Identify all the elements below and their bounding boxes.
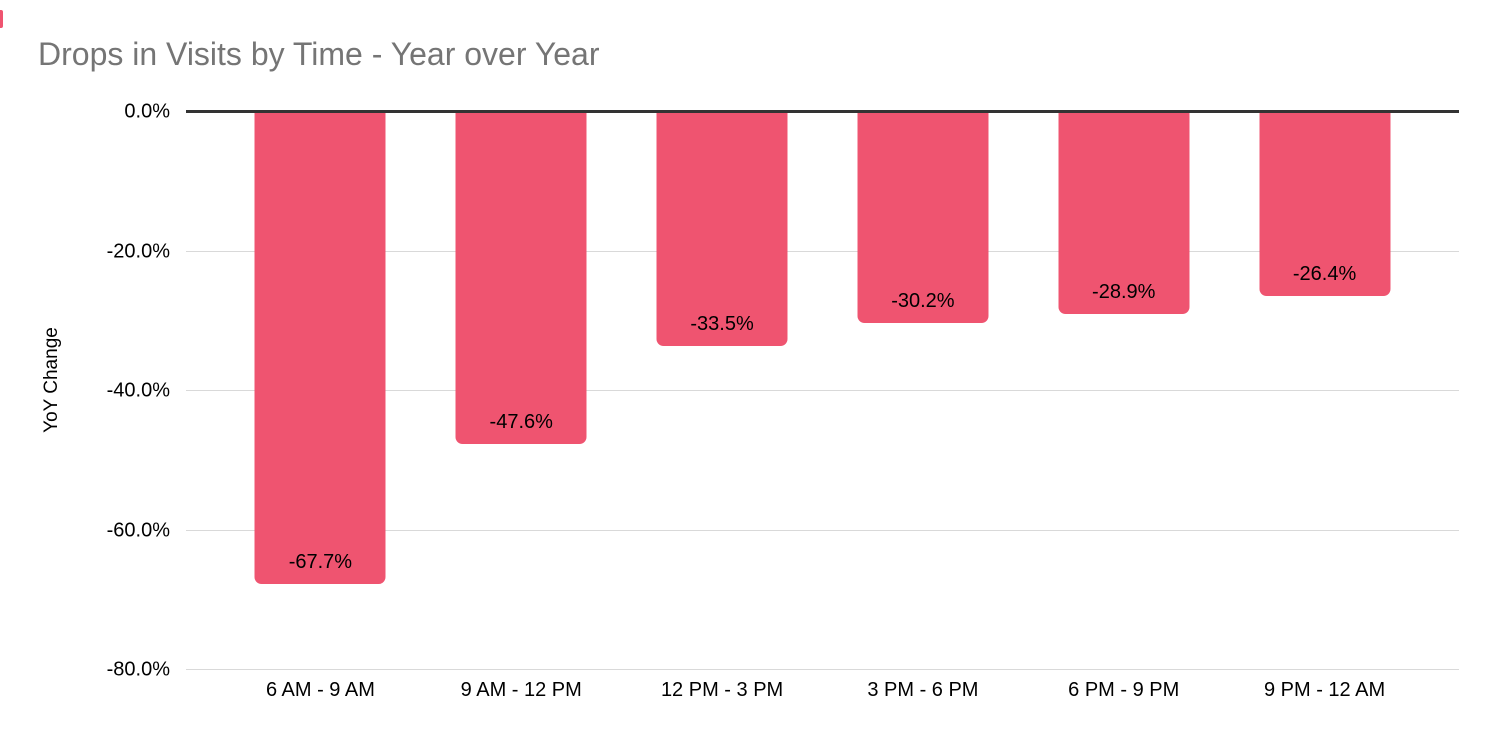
gridline [186,669,1459,670]
x-category-label: 9 AM - 12 PM [460,679,582,701]
bar: -67.7% [254,112,386,585]
bar-value-label: -33.5% [690,312,754,335]
bar-band: -28.9% [1023,112,1224,670]
x-axis-labels: 6 AM - 9 AM 9 AM - 12 PM 12 PM - 3 PM 3 PM … [220,678,1425,702]
y-tick-label: -20.0% [106,240,170,262]
y-tick-label: -80.0% [106,658,170,681]
cropped-element-fragment [0,10,3,28]
bar: -30.2% [857,112,989,323]
bar-value-label: -28.9% [1092,280,1156,303]
gridline [186,529,1459,531]
bar: -33.5% [656,112,788,346]
bar-band: -67.7% [220,112,421,670]
x-category-label: 12 PM - 3 PM [660,679,784,701]
x-category-label: 6 AM - 9 AM [265,679,375,701]
bar-band: -33.5% [622,112,823,670]
bar-band: -26.4% [1224,112,1425,670]
bar-series: -67.7% -47.6% -33.5% -30.2% -28.9% -26.4% [220,112,1425,670]
gridline [186,250,1459,252]
y-tick-label: -40.0% [106,379,170,402]
y-tick-label: -60.0% [106,519,170,541]
bar-value-label: -26.4% [1292,263,1357,286]
plot-area: 0.0% -20.0% -40.0% -60.0% -80.0% -67.7% -47.6… [107,101,1459,681]
bar: -47.6% [455,112,587,444]
chart-title: Drops in Visits by Time - Year over Year [38,36,600,72]
bar-band: -47.6% [421,112,622,670]
gridline [186,390,1459,391]
x-category-label: 3 PM - 6 PM [867,679,979,701]
bar-band: -30.2% [822,112,1023,670]
x-category-label: 9 PM - 12 AM [1263,679,1386,701]
zero-axis-line [186,110,1459,113]
y-tick-label: 0.0% [124,100,170,123]
y-axis-title: YoY Change [41,327,62,433]
bar: -28.9% [1058,112,1190,314]
bar-value-label: -67.7% [288,551,353,574]
bar: -26.4% [1259,112,1391,297]
bar-value-label: -47.6% [489,411,553,433]
bar-value-label: -30.2% [891,289,955,312]
x-category-label: 6 PM - 9 PM [1068,679,1180,701]
